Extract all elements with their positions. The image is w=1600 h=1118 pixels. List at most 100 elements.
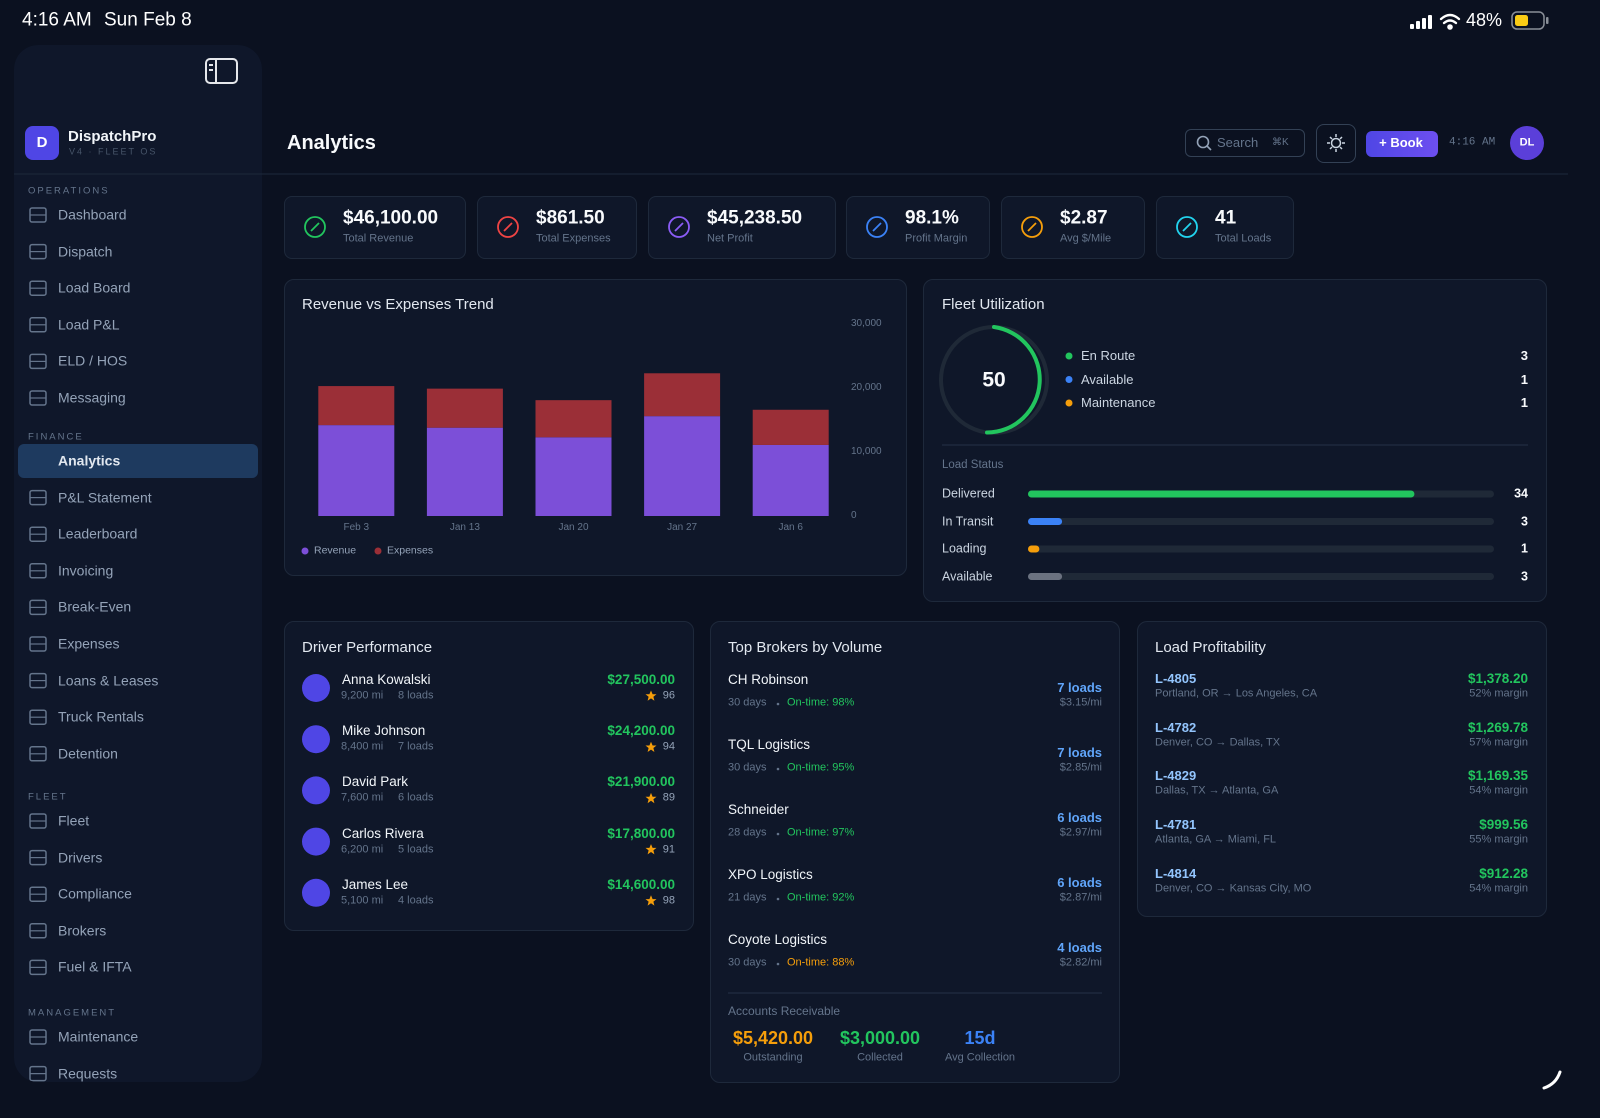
broker-name: Schneider [728,801,789,817]
nav-label: Leaderboard [58,525,138,542]
receivable-value: $5,420.00 [732,1028,814,1049]
kpi-label: Avg $/Mile [1060,232,1112,245]
nav-label: Fuel & IFTA [58,958,132,975]
broker-rate: $3.15/mi [1059,696,1102,709]
kpi-label: Total Revenue [343,232,414,245]
broker-ontime: On-time: 97% [787,826,855,839]
nav-label: P&L Statement [58,489,152,506]
broker-name: TQL Logistics [728,736,811,752]
driver-revenue: $14,600.00 [607,876,675,892]
brokers-panel [710,621,1120,1083]
theme-toggle[interactable] [1316,124,1356,163]
driver-miles: 5,100 mi [341,894,384,907]
load-route: Denver, CO → Kansas City, MO [1155,882,1312,895]
kpi-label: Profit Margin [905,232,968,245]
nav-label: Maintenance [58,1028,139,1045]
load-route: Portland, OR → Los Angeles, CA [1155,687,1318,700]
nav-label: Brokers [58,922,107,939]
driver-score: 98 [662,894,675,907]
broker-name: Coyote Logistics [728,931,828,947]
load-route: Dallas, TX → Atlanta, GA [1155,784,1279,797]
driver-loads: 6 loads [398,791,434,804]
broker-days: 21 days [728,891,767,904]
brand-sub: V4 · FLEET OS [69,146,158,157]
logo-letter: D [36,134,48,151]
fleet-count: 1 [1520,395,1528,411]
status-label: In Transit [942,514,994,528]
driver-loads: 4 loads [398,894,434,907]
driver-miles: 7,600 mi [341,791,384,804]
x-tick-label: Jan 13 [449,522,480,533]
panel-title: Load Profitability [1155,639,1266,656]
kpi-value: 98.1% [905,207,959,229]
receivable-label: Outstanding [743,1051,803,1064]
section-title: Accounts Receivable [728,1003,841,1018]
status-count: 1 [1521,541,1528,556]
receivable-label: Avg Collection [944,1051,1016,1064]
load-profit: $999.56 [1479,817,1528,832]
broker-name: XPO Logistics [728,866,813,882]
driver-initials: MJ [309,733,323,744]
broker-loads: 6 loads [1057,875,1102,891]
fleet-count: 1 [1520,371,1528,387]
brand-name: DispatchPro [68,128,157,145]
broker-loads: 7 loads [1057,680,1102,696]
kpi-value: $861.50 [536,207,605,229]
nav-section-title: FINANCE [28,431,84,443]
header-time: 4:16 AM [1449,136,1496,149]
avatar[interactable] [1510,126,1544,160]
receivable-label: Collected [857,1051,903,1064]
fleet-total: 50 [982,368,1006,392]
search-placeholder: Search [1217,135,1259,151]
nav-label: Load Board [58,279,131,296]
driver-initials: JL [310,887,322,898]
nav-label: Break-Even [58,598,132,615]
y-tick-label: 10,000 [851,446,882,457]
load-profit: $1,269.78 [1467,719,1528,735]
status-label: Available [942,569,993,583]
y-tick-label: 0 [851,510,857,521]
section-title: Load Status [942,459,1004,472]
book-button[interactable] [1366,131,1438,157]
kpi-value: $46,100.00 [343,207,439,229]
legend-label: Revenue [314,544,357,557]
broker-loads: 4 loads [1057,940,1102,956]
load-id: L-4782 [1155,719,1197,735]
page-title: Analytics [287,132,376,154]
book-label: + Book [1379,135,1423,151]
driver-loads: 8 loads [398,689,434,702]
driver-name: Carlos Rivera [342,825,424,841]
battery-level: 48% [1466,10,1503,31]
nav-label: Loans & Leases [58,672,159,689]
nav-item[interactable] [18,444,258,478]
nav-label: Invoicing [58,562,114,579]
broker-rate: $2.82/mi [1059,956,1102,969]
fleet-count: 3 [1520,348,1528,364]
nav-label: Expenses [58,635,120,652]
receivable-value: $3,000.00 [839,1028,921,1049]
nav-label: Compliance [58,885,132,902]
profit-panel [1137,621,1547,917]
broker-days: 30 days [728,956,767,969]
broker-ontime: On-time: 98% [787,696,855,709]
panel-title: Top Brokers by Volume [728,639,883,656]
search-box[interactable] [1185,129,1305,157]
x-tick-label: Jan 6 [778,522,803,533]
drivers-panel [284,621,694,931]
kpi-label: Total Loads [1215,232,1272,245]
driver-name: Anna Kowalski [342,671,431,687]
logo [25,126,59,160]
nav-label: Dispatch [58,243,113,260]
driver-initials: DP [309,784,323,795]
load-profit: $912.28 [1479,865,1528,881]
status-label: Delivered [942,486,995,501]
load-id: L-4829 [1155,768,1197,784]
load-route: Atlanta, GA → Miami, FL [1155,833,1277,846]
panel-title: Fleet Utilization [942,296,1045,313]
status-count: 34 [1514,486,1528,501]
nav-label: Truck Rentals [58,708,144,725]
broker-ontime: On-time: 88% [787,956,855,969]
driver-name: Mike Johnson [342,723,426,739]
nav-label: Messaging [58,389,126,406]
